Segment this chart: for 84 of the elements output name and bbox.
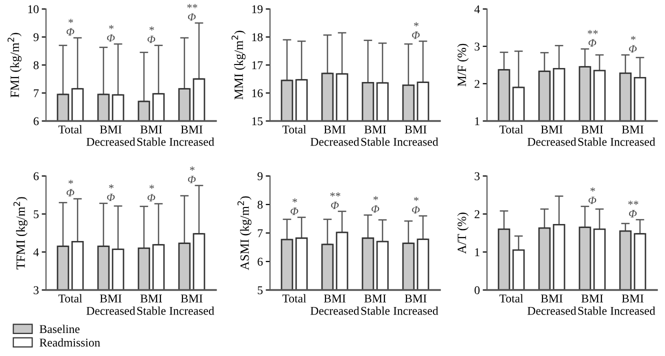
- annotation: * Φ: [412, 22, 420, 39]
- x-tick-label: BMI Increased: [394, 126, 438, 146]
- y-tick-label: 0: [474, 286, 480, 294]
- y-tick-label: 5: [34, 210, 39, 218]
- y-tick-label: 2: [474, 80, 480, 88]
- x-tick-label: BMI Stable: [578, 294, 607, 315]
- y-tick-label: 10: [28, 5, 39, 14]
- x-tick-label: BMI Stable: [361, 294, 390, 315]
- y-tick-label: 7: [34, 89, 39, 98]
- annotation: ** Φ: [588, 30, 598, 47]
- x-tick-label: BMI Increased: [610, 126, 656, 146]
- annotation: * Φ: [148, 26, 156, 44]
- y-tick-label: 9: [258, 172, 263, 180]
- x-tick-label: BMI Stable: [137, 126, 166, 146]
- annotation: ** Φ: [330, 192, 340, 209]
- y-tick-label: 6: [34, 117, 39, 126]
- y-tick-label: 5: [258, 286, 263, 294]
- x-tick-label: Total: [499, 125, 524, 134]
- y-tick-label: 3: [34, 286, 39, 294]
- y-tick-label: 1: [475, 117, 480, 126]
- x-tick-label: BMI Increased: [170, 294, 214, 315]
- annotation: * Φ: [629, 36, 637, 53]
- y-tick-label: 19: [252, 5, 263, 14]
- annotation: * Φ: [372, 196, 380, 213]
- x-tick-label: BMI Decreased: [86, 294, 136, 315]
- x-tick-label: BMI Increased: [394, 294, 438, 315]
- bar: [634, 233, 646, 290]
- x-tick-label: Total: [58, 294, 82, 302]
- annotation: * Φ: [66, 18, 74, 36]
- bar: [619, 230, 632, 290]
- annotation: ** Φ: [628, 200, 638, 218]
- bar: [538, 227, 551, 290]
- bar: [498, 228, 510, 290]
- y-tick-label: 16: [252, 89, 263, 98]
- y-tick-label: 6: [258, 258, 263, 266]
- x-tick-label: Total: [58, 125, 82, 134]
- x-tick-label: BMI Stable: [137, 294, 166, 315]
- annotation: * Φ: [588, 187, 596, 204]
- annotation: * Φ: [148, 184, 156, 202]
- y-tick-label: 7: [258, 229, 263, 238]
- y-tick-label: 4: [33, 248, 39, 256]
- bar: [552, 224, 566, 290]
- x-tick-label: Total: [282, 294, 306, 302]
- x-tick-label: BMI Stable: [578, 126, 607, 146]
- x-tick-label: BMI Increased: [610, 294, 656, 315]
- y-tick-label: 18: [252, 33, 263, 42]
- annotation: * Φ: [107, 184, 115, 201]
- y-tick-label: 3: [474, 42, 480, 51]
- bar: [593, 228, 606, 290]
- y-tick-label: 15: [252, 117, 263, 126]
- y-axis-title: MMI (kg/m$^{2}$): [232, 30, 246, 100]
- y-tick-label: 6: [34, 172, 39, 180]
- x-tick-label: Total: [499, 294, 524, 302]
- x-tick-label: BMI Stable: [361, 126, 390, 146]
- legend-label: Baseline: [40, 324, 80, 334]
- y-tick-label: 9: [34, 33, 39, 42]
- y-tick-label: 3: [474, 172, 480, 180]
- x-tick-label: BMI Decreased: [528, 294, 576, 315]
- bar: [578, 226, 592, 290]
- annotation: * Φ: [107, 25, 115, 42]
- y-tick-label: 2: [474, 210, 480, 218]
- y-axis-title: TFMI (kg/m$^{2}$): [13, 197, 28, 270]
- x-tick-label: BMI Decreased: [310, 126, 360, 146]
- annotation: * Φ: [188, 166, 196, 184]
- annotation: ** Φ: [187, 4, 198, 21]
- y-axis-title: M/F (%): [457, 44, 469, 86]
- y-tick-label: 8: [258, 200, 263, 209]
- y-tick-label: 4: [474, 5, 480, 14]
- x-tick-label: BMI Decreased: [86, 126, 136, 146]
- legend-label: Readmission: [40, 338, 100, 347]
- x-tick-label: BMI Increased: [170, 126, 214, 146]
- y-tick-label: 17: [252, 61, 263, 70]
- y-axis-title: FMI (kg/m$^{2}$): [8, 32, 22, 98]
- y-tick-label: 1: [475, 248, 480, 256]
- x-tick-label: BMI Decreased: [528, 126, 576, 146]
- y-tick-label: 8: [34, 61, 39, 70]
- x-tick-label: BMI Decreased: [310, 294, 360, 315]
- annotation: * Φ: [290, 198, 298, 215]
- annotation: * Φ: [412, 196, 420, 214]
- bar: [512, 249, 525, 290]
- y-axis-title: ASMI (kg/m$^{2}$): [237, 196, 252, 270]
- y-axis-title: A/T (%): [457, 212, 469, 254]
- annotation: * Φ: [66, 180, 74, 196]
- x-tick-label: Total: [282, 125, 306, 134]
